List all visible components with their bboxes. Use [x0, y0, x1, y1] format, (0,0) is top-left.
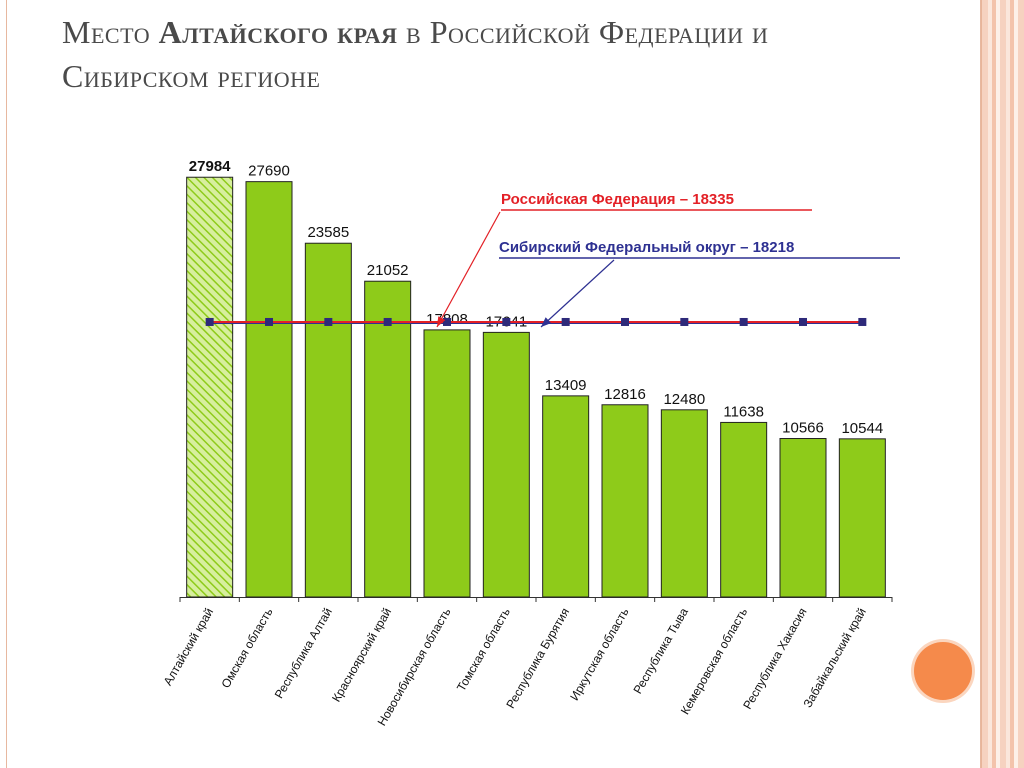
category-label-8: Иркутская область: [567, 606, 631, 703]
decorative-stripes: [981, 0, 1024, 768]
slide-border: [6, 0, 981, 768]
bar-2: [245, 181, 293, 598]
average-marker-2: [265, 317, 273, 326]
average-marker-12: [858, 317, 867, 326]
category-label-1: Алтайский край: [161, 606, 217, 688]
legend-sfo-label: Сибирский Федеральный округ – 18218: [499, 239, 794, 256]
legend-rf-label: Российская Федерация – 18335: [501, 191, 734, 208]
title-part-2: Алтайского края: [158, 14, 398, 50]
value-label-4: 21052: [367, 262, 409, 279]
category-label-7: Республика Бурятия: [503, 606, 572, 711]
bar-7: [542, 395, 590, 598]
average-marker-3: [324, 317, 333, 326]
value-label-11: 10566: [782, 420, 824, 437]
value-label-9: 12480: [663, 391, 705, 408]
value-label-8: 12816: [604, 386, 646, 403]
title-part-3: в Российской Федерации и Сибирском регио…: [62, 14, 769, 94]
average-marker-8: [621, 317, 629, 326]
value-label-2: 27690: [248, 163, 290, 180]
sfo-arrow: [540, 259, 615, 328]
average-marker-1: [205, 317, 214, 326]
bar-11: [779, 438, 827, 598]
average-marker-4: [383, 317, 392, 326]
category-label-3: Республика Алтай: [272, 606, 335, 701]
bar-9: [660, 409, 708, 598]
category-label-2: Омская область: [218, 606, 275, 691]
average-marker-10: [739, 317, 748, 326]
bar-4: [364, 280, 412, 598]
bar-8: [601, 404, 649, 598]
bar-6: [482, 331, 530, 598]
sfo-arrow-head: [541, 317, 552, 327]
average-marker-9: [680, 317, 689, 326]
rf-arrow-head: [437, 316, 446, 327]
value-label-12: 10544: [841, 420, 883, 437]
title-part-1: Место: [62, 14, 159, 50]
category-label-10: Кемеровская область: [678, 606, 750, 717]
category-label-11: Республика Хакасия: [740, 606, 809, 712]
bar-1: [186, 176, 234, 598]
average-marker-5: [443, 317, 451, 326]
category-label-12: Забайкальский край: [800, 606, 868, 711]
average-marker-11: [799, 317, 807, 326]
category-label-4: Красноярский край: [329, 606, 394, 705]
value-label-3: 23585: [307, 224, 349, 241]
slide-title: Место Алтайского края в Российской Федер…: [62, 10, 922, 98]
average-marker-7: [561, 317, 570, 326]
bar-12: [838, 438, 886, 598]
rf-arrow: [436, 211, 501, 328]
decorative-circle: [914, 642, 972, 700]
value-label-1: 27984: [189, 158, 231, 175]
bar-5: [423, 329, 471, 598]
bar-10: [720, 421, 768, 598]
bar-3: [304, 242, 352, 598]
value-label-10: 11638: [723, 403, 764, 420]
value-label-7: 13409: [545, 377, 587, 394]
category-label-6: Томская область: [454, 606, 513, 694]
average-marker-6: [502, 317, 511, 326]
category-label-9: Республика Тыва: [630, 605, 691, 696]
